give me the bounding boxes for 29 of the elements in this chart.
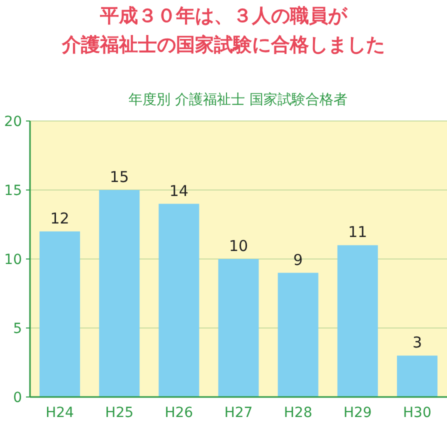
y-tick-label: 0 (13, 390, 22, 406)
data-label: 3 (412, 334, 422, 352)
bar (396, 356, 438, 397)
x-tick-label: H24 (46, 405, 74, 421)
bar (40, 231, 80, 397)
bar (218, 259, 259, 397)
bar (158, 204, 200, 397)
x-tick-label: H29 (343, 405, 372, 421)
data-label: 15 (110, 168, 129, 186)
text: 年度別 介護福祉士 国家試験合格者 (128, 92, 348, 108)
y-tick-label: 20 (4, 114, 22, 130)
x-tick-label: H30 (403, 405, 432, 421)
bar (278, 272, 318, 397)
bar (99, 190, 140, 397)
x-tick-label: H25 (105, 405, 134, 421)
x-tick-label: H28 (284, 405, 312, 421)
x-tick-label: H27 (224, 405, 253, 421)
data-label: 10 (228, 237, 248, 255)
data-label: 14 (169, 182, 188, 200)
data-label: 9 (293, 250, 303, 269)
x-tick-label: H26 (164, 405, 194, 421)
data-label: 12 (50, 209, 70, 228)
y-tick-label: 15 (4, 183, 22, 199)
chart-subtitle: 介護福祉士の国家試験に合格しました (61, 34, 385, 56)
y-tick-label: 10 (4, 252, 22, 268)
bar (337, 245, 378, 397)
data-label: 11 (348, 223, 368, 242)
y-tick-label: 5 (13, 321, 22, 337)
chart-title: 平成３０年は、３人の職員が (99, 5, 348, 27)
